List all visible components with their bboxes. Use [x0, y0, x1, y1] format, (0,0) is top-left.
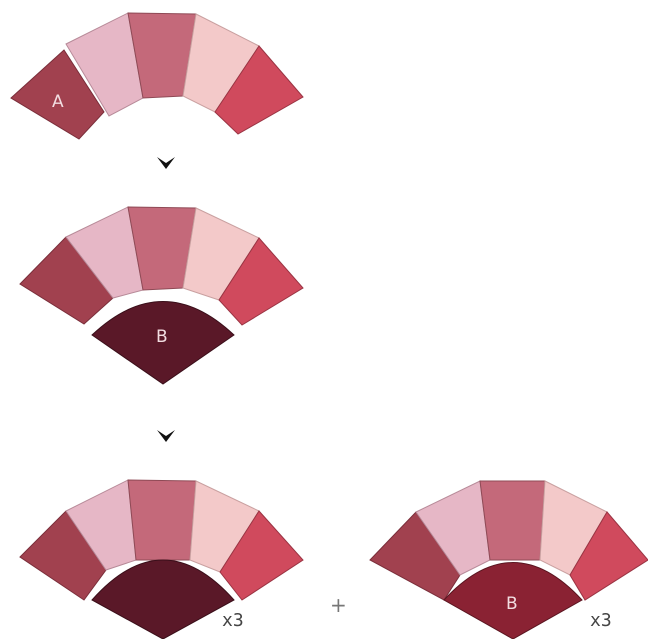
plus-operator: + [330, 593, 347, 617]
chevron-down-icon [157, 430, 175, 442]
blade-3 [479, 480, 546, 561]
blade-5 [219, 510, 304, 601]
multiplier-right: x3 [590, 610, 612, 631]
chevron-down-icon [157, 157, 175, 169]
piece-a-label: A [52, 92, 64, 112]
fan-result-red: B [369, 480, 648, 639]
blade-a-piece [10, 49, 105, 140]
center-piece-dark [91, 559, 235, 639]
piece-b-label: B [156, 327, 168, 347]
multiplier-left: x3 [222, 610, 244, 631]
fan-step-1: A [10, 12, 304, 140]
fan-result-dark [19, 479, 304, 639]
blade-5 [218, 237, 304, 326]
fan-step-2: B [19, 206, 304, 385]
piece-b-small-label: B [506, 594, 518, 614]
center-piece-b-red [443, 562, 583, 639]
blade-3 [127, 479, 197, 561]
blade-5 [569, 511, 648, 601]
center-piece-b [91, 301, 235, 385]
blade-5 [214, 45, 304, 135]
